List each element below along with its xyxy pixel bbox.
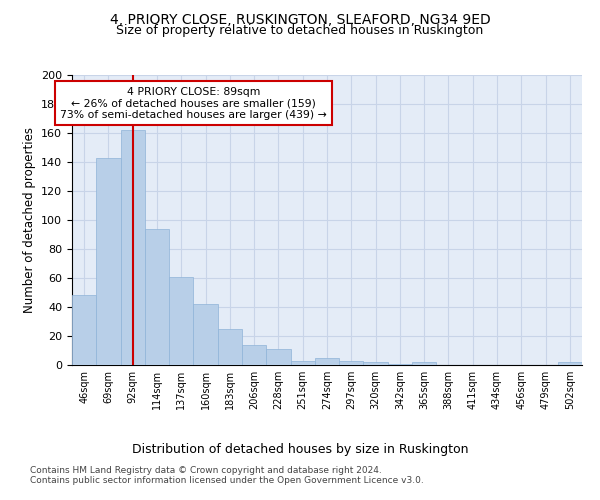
Text: 4, PRIORY CLOSE, RUSKINGTON, SLEAFORD, NG34 9ED: 4, PRIORY CLOSE, RUSKINGTON, SLEAFORD, N… [110,12,490,26]
Text: Contains public sector information licensed under the Open Government Licence v3: Contains public sector information licen… [30,476,424,485]
Bar [364,362,388,365]
Text: Size of property relative to detached houses in Ruskington: Size of property relative to detached ho… [116,24,484,37]
Bar [315,358,339,365]
Text: 4 PRIORY CLOSE: 89sqm
← 26% of detached houses are smaller (159)
73% of semi-det: 4 PRIORY CLOSE: 89sqm ← 26% of detached … [60,86,327,120]
Text: Distribution of detached houses by size in Ruskington: Distribution of detached houses by size … [132,442,468,456]
Bar [218,329,242,365]
Bar [266,349,290,365]
Bar [412,362,436,365]
Bar [145,228,169,365]
Bar [558,362,582,365]
Bar [242,344,266,365]
Bar [96,158,121,365]
Bar [169,276,193,365]
Bar [388,364,412,365]
Bar [193,304,218,365]
Bar [121,130,145,365]
Bar [72,296,96,365]
Text: Contains HM Land Registry data © Crown copyright and database right 2024.: Contains HM Land Registry data © Crown c… [30,466,382,475]
Bar [290,360,315,365]
Y-axis label: Number of detached properties: Number of detached properties [23,127,35,313]
Bar [339,360,364,365]
